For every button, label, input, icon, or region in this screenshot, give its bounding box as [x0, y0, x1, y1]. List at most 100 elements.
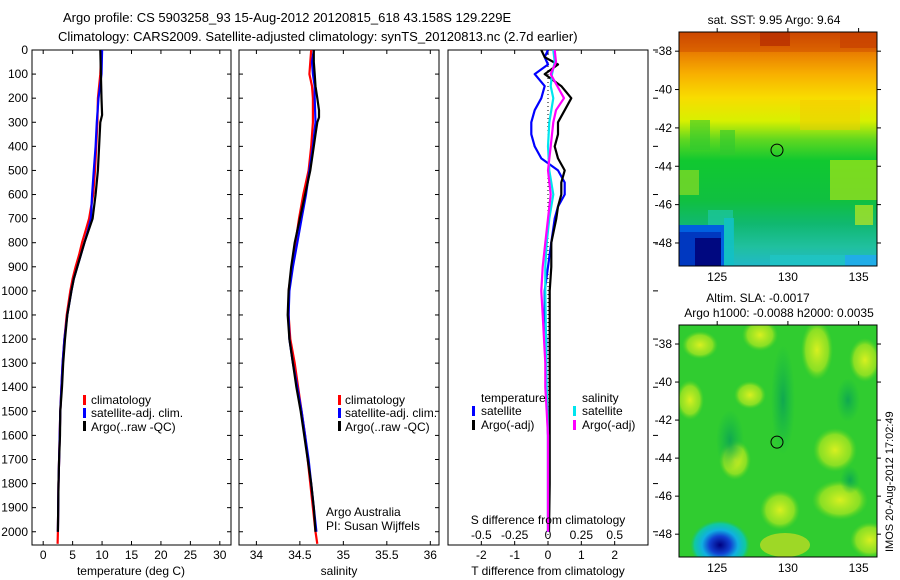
timestamp-label: IMOS 20-Aug-2012 17:02:49: [884, 411, 896, 552]
salinity-axes-frame: [238, 49, 440, 546]
salinity-ticks: 34 34.5 35 35.5 36: [250, 50, 438, 562]
x-tick-label: -2: [476, 548, 487, 562]
depth-tick-label: 200: [8, 91, 28, 105]
difference-depth-ticks: [653, 49, 658, 533]
x-tick-label: 36: [424, 548, 438, 562]
legend-label-satellite-adj: satellite-adj. clim.: [91, 406, 183, 420]
legend-label-sal-satellite: satellite: [582, 404, 623, 418]
x-tick-label: 0: [545, 548, 552, 562]
sst-map-title: sat. SST: 9.95 Argo: 9.64: [708, 13, 841, 27]
lat-tick-label: -46: [655, 489, 673, 503]
legend-label-argo: Argo(..raw -QC): [91, 420, 176, 434]
sla-map-title: Altim. SLA: -0.0017: [706, 291, 810, 305]
temperature-lines: [56, 50, 104, 544]
difference-lines: [530, 50, 573, 532]
depth-tick-label: 1200: [1, 332, 28, 346]
x-tick-label: 10: [95, 548, 109, 562]
legend-swatch-climatology: [83, 395, 86, 405]
lon-tick-label: 130: [778, 270, 798, 284]
temperature-panel: 0100200300400500600700800900100011001200…: [1, 43, 232, 578]
legend-label-climatology: climatology: [345, 393, 405, 407]
depth-tick-label: 500: [8, 163, 28, 177]
depth-tick-label: 600: [8, 188, 28, 202]
depth-tick-label: 2000: [1, 525, 28, 539]
legend-swatch-climatology: [338, 395, 341, 405]
header-line-1: Argo profile: CS 5903258_93 15-Aug-2012 …: [63, 10, 511, 25]
x-tick-label: 34: [250, 548, 264, 562]
x-tick-label: 25: [184, 548, 198, 562]
x-tick-label: 5: [69, 548, 76, 562]
x-tick-label: 15: [125, 548, 139, 562]
depth-tick-label: 1100: [2, 308, 28, 322]
lon-tick-label: 125: [707, 270, 727, 284]
depth-tick-label: 800: [8, 236, 28, 250]
s-tick-label: -0.5: [471, 528, 492, 542]
difference-ticks: -2 -1 0 1 2: [476, 50, 618, 562]
credit-line-1: Argo Australia: [326, 505, 401, 519]
depth-tick-label: 1500: [1, 404, 28, 418]
depth-tick-label: 700: [8, 212, 28, 226]
depth-tick-label: 900: [8, 260, 28, 274]
series-line-satellite-adj-clim-: [56, 50, 104, 532]
depth-tick-label: 0: [21, 43, 28, 57]
s-tick-label: 0.25: [570, 528, 594, 542]
s-tick-label: -0.25: [501, 528, 529, 542]
lat-tick-label: -38: [655, 337, 673, 351]
legend-swatch-temp-satellite: [472, 406, 475, 416]
header-line-2: Climatology: CARS2009. Satellite-adjuste…: [58, 29, 578, 44]
legend-label-temp-satellite: satellite: [481, 404, 522, 418]
depth-tick-label: 1300: [1, 356, 28, 370]
legend-title-temperature: temperature: [481, 391, 546, 405]
depth-tick-label: 100: [8, 67, 28, 81]
x-tick-label: 20: [154, 548, 168, 562]
depth-tick-label: 1900: [1, 501, 28, 515]
lat-tick-label: -46: [655, 198, 673, 212]
lat-tick-label: -48: [655, 236, 673, 250]
sst-map: sat. SST: 9.95 Argo: 9.64 125 130 135 -38 -4…: [655, 13, 881, 284]
salinity-panel: 34 34.5 35 35.5 36 salinity climatology sate…: [238, 49, 440, 578]
legend-label-satellite-adj: satellite-adj. clim.: [345, 406, 437, 420]
temperature-ticks: 0 5 10 15 20 25 30: [40, 50, 227, 562]
difference-legend: temperature satellite Argo(-adj) salinit…: [472, 391, 635, 432]
lat-tick-label: -44: [655, 451, 673, 465]
sla-map-ticks: 125 130 135 -38 -40 -42 -44 -46 -48: [655, 321, 881, 575]
sla-map-image: [679, 325, 877, 557]
lat-tick-label: -38: [655, 44, 673, 58]
depth-ticks: 0 100 200 300 400 500 600 700 800 900 1000 1100 1200…: [1, 43, 231, 539]
series-line-climatology: [56, 50, 103, 544]
salinity-depth-ticks: [239, 49, 439, 533]
series-line-argo-raw-qc-: [286, 50, 321, 532]
x-tick-label: 2: [611, 548, 618, 562]
x-tick-label: 1: [578, 548, 585, 562]
depth-tick-label: 1000: [1, 284, 28, 298]
lat-tick-label: -40: [655, 375, 673, 389]
lon-tick-label: 130: [778, 561, 798, 575]
lat-tick-label: -42: [655, 413, 673, 427]
legend-label-argo: Argo(..raw -QC): [345, 420, 430, 434]
salinity-xlabel: salinity: [321, 564, 358, 578]
legend-swatch-satellite-adj: [338, 408, 341, 418]
lon-tick-label: 135: [849, 270, 869, 284]
depth-tick-label: 1400: [1, 380, 28, 394]
sla-map-frame: [678, 324, 878, 558]
sst-map-image: [679, 32, 877, 266]
x-tick-label: 0: [40, 548, 47, 562]
lon-tick-label: 135: [849, 561, 869, 575]
depth-tick-label: 1700: [1, 452, 28, 466]
depth-tick-label: 1800: [1, 477, 28, 491]
legend-swatch-satellite-adj: [83, 408, 86, 418]
legend-swatch-temp-argo: [472, 420, 475, 430]
s-difference-label: S difference from climatology: [471, 513, 626, 527]
legend-swatch-argo: [83, 421, 86, 431]
legend-label-temp-argo: Argo(-adj): [481, 418, 534, 432]
series-line-temperature-argo-adj-: [540, 50, 573, 532]
s-tick-label: 0.5: [606, 528, 623, 542]
legend-swatch-sal-argo: [573, 420, 576, 430]
lat-tick-label: -44: [655, 159, 673, 173]
lat-tick-label: -42: [655, 121, 673, 135]
legend-title-salinity: salinity: [582, 391, 619, 405]
temperature-axes-frame: [31, 49, 232, 546]
salinity-lines: [286, 50, 321, 544]
legend-label-climatology: climatology: [91, 393, 151, 407]
